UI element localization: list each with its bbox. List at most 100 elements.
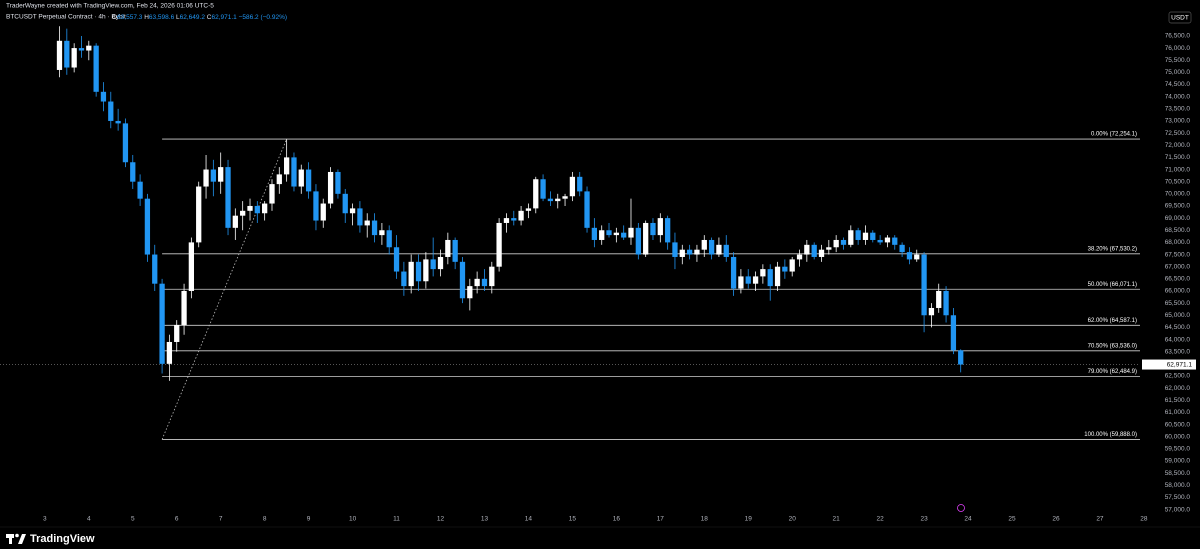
ohlc-value: 62,971.1 (211, 14, 237, 21)
x-tick-label: 22 (877, 516, 885, 523)
candle-body (914, 254, 920, 260)
candle-body (100, 91, 107, 102)
candle-body (958, 350, 964, 365)
x-tick-label: 21 (833, 516, 841, 523)
candle-body (276, 174, 282, 185)
candle-body (298, 169, 304, 187)
candle-body (811, 244, 817, 257)
candle-body (86, 45, 92, 51)
y-tick-label: 61,500.0 (1165, 397, 1191, 404)
candle-body (181, 290, 187, 325)
candle-body (386, 230, 392, 248)
candle-body (218, 167, 224, 182)
y-tick-label: 58,000.0 (1165, 482, 1191, 489)
y-tick-label: 72,500.0 (1165, 130, 1191, 137)
candle-body (240, 210, 246, 216)
y-tick-label: 76,000.0 (1165, 45, 1191, 52)
candle-body (291, 157, 297, 187)
candle-body (108, 101, 114, 121)
candle-body (555, 198, 561, 202)
candle-body (232, 215, 238, 228)
candle-body (672, 242, 678, 257)
candle-body (152, 254, 158, 284)
candle-body (56, 40, 63, 70)
y-tick-label: 69,000.0 (1165, 215, 1191, 222)
candle-body (591, 227, 598, 240)
y-tick-label: 57,500.0 (1165, 494, 1191, 501)
candle-body (437, 256, 444, 270)
currency-box[interactable] (1168, 11, 1192, 24)
author-line: TraderWayne created with TradingView.com… (6, 3, 214, 10)
candle-body (774, 266, 781, 287)
x-tick-label: 7 (219, 516, 223, 523)
fib-label: 50.00% (66,071.1) (1088, 282, 1137, 288)
candle-body (254, 205, 260, 214)
x-tick-label: 8 (263, 516, 267, 523)
candle-body (613, 232, 619, 236)
candle-body (327, 171, 334, 204)
y-tick-label: 73,000.0 (1165, 118, 1191, 125)
candle-body (349, 208, 356, 214)
x-tick-label: 16 (613, 516, 621, 523)
candle-body (635, 227, 641, 255)
candle-body (818, 249, 825, 257)
x-tick-label: 20 (789, 516, 797, 523)
y-tick-label: 69,500.0 (1165, 203, 1191, 210)
y-tick-label: 76,500.0 (1165, 33, 1191, 40)
x-tick-label: 5 (131, 516, 135, 523)
candle-body (730, 256, 737, 289)
candle-body (459, 261, 466, 299)
candle-body (906, 252, 913, 260)
candle-body (745, 276, 751, 284)
y-tick-label: 75,000.0 (1165, 69, 1191, 76)
candle-body (840, 239, 847, 245)
candle-body (862, 232, 869, 240)
y-tick-label: 74,000.0 (1165, 93, 1191, 100)
fib-label: 100.00% (59,888.0) (1084, 432, 1137, 438)
candle-body (789, 259, 795, 272)
candle-body (650, 222, 656, 236)
candle-body (752, 276, 759, 284)
fib-label: 79.00% (62,484.9) (1088, 369, 1137, 375)
candle-body (503, 218, 510, 223)
candle-body (848, 230, 854, 245)
candle-body (533, 179, 539, 209)
candle-body (577, 176, 583, 192)
y-tick-label: 64,000.0 (1165, 336, 1191, 343)
candle-body (884, 237, 891, 243)
ohlc-key: O (112, 14, 117, 21)
candle-body (196, 186, 202, 243)
last-price-label: 62,971.1 (1167, 361, 1193, 368)
y-tick-label: 62,500.0 (1165, 373, 1191, 380)
fib-label: 70.50% (63,536.0) (1088, 343, 1137, 349)
y-tick-label: 66,000.0 (1165, 288, 1191, 295)
y-tick-label: 67,000.0 (1165, 263, 1191, 270)
symbol: BTCUSDT Perpetual Contract · 4h · Bybit (6, 14, 126, 21)
candle-body (665, 218, 671, 243)
candle-body (708, 239, 715, 255)
brand-logo (6, 533, 26, 544)
candle-body (569, 176, 576, 197)
x-tick-label: 24 (964, 516, 972, 523)
candle-body (657, 218, 663, 236)
candle-body (320, 203, 326, 221)
last-price-tag (1142, 359, 1196, 370)
candle-body (357, 208, 363, 226)
candle-body (496, 222, 502, 267)
candle-body (247, 205, 253, 211)
candle-body (701, 239, 707, 250)
event-marker[interactable] (957, 504, 965, 512)
ohlc-value: 63,598.6 (149, 14, 175, 21)
candle-body (203, 169, 209, 187)
y-tick-label: 65,500.0 (1165, 300, 1191, 307)
candle-body (686, 249, 693, 255)
x-tick-label: 3 (43, 516, 47, 523)
candle-body (899, 244, 905, 253)
candle-body (415, 261, 422, 282)
candle-body (892, 237, 898, 245)
x-tick-label: 23 (920, 516, 928, 523)
fib-label: 0.00% (72,254.1) (1091, 132, 1137, 138)
currency[interactable]: USDT (1171, 15, 1189, 22)
y-tick-label: 66,500.0 (1165, 276, 1191, 283)
